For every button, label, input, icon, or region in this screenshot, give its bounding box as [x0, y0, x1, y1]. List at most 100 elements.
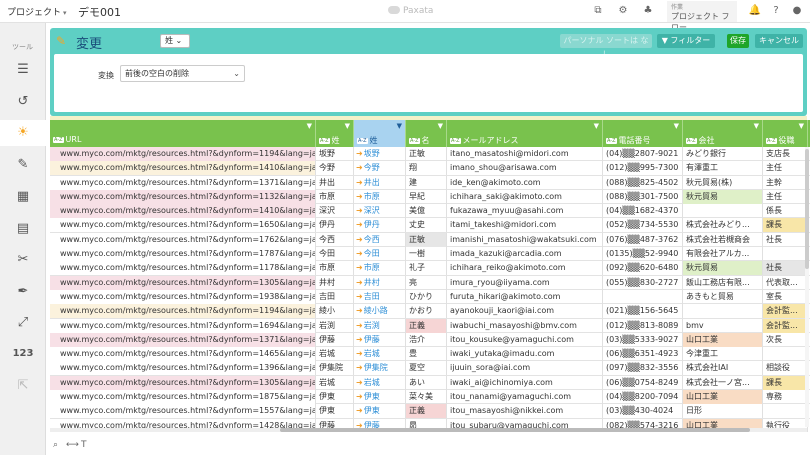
search-icon[interactable]: ⌕ — [53, 440, 59, 450]
first-name-cell[interactable]: 礼子 — [406, 261, 447, 276]
last-name-cell[interactable]: 伊藤 — [316, 418, 354, 432]
title-cell[interactable]: 課長 — [763, 375, 808, 390]
table-row[interactable]: www.myco.com/mktg/resources.html?&dynfor… — [50, 218, 810, 233]
email-cell[interactable]: ijuuin_sora@iai.com — [447, 361, 603, 376]
phone-cell[interactable]: (03)▒▒430-4024 — [603, 404, 683, 419]
company-cell[interactable]: 山口工業 — [683, 332, 763, 347]
title-cell[interactable] — [763, 404, 808, 419]
last-name-kana-cell[interactable]: ➜坂野 — [354, 147, 406, 161]
last-name-cell[interactable]: 岩城 — [316, 375, 354, 390]
title-cell[interactable]: 専務 — [763, 390, 808, 405]
phone-cell[interactable]: (088)▒▒825-4502 — [603, 175, 683, 190]
company-cell[interactable]: 有澤重工 — [683, 161, 763, 176]
first-name-cell[interactable]: 美億 — [406, 204, 447, 219]
url-cell[interactable]: www.myco.com/mktg/resources.html?&dynfor… — [50, 289, 316, 304]
url-cell[interactable]: www.myco.com/mktg/resources.html?&dynfor… — [50, 161, 316, 176]
last-name-kana-cell[interactable]: ➜伊集院 — [354, 361, 406, 376]
url-cell[interactable]: www.myco.com/mktg/resources.html?&dynfor… — [50, 390, 316, 405]
conversion-select[interactable]: 前後の空白の削除 ⌄ — [120, 65, 245, 82]
phone-cell[interactable]: (021)▒▒156-5645 — [603, 304, 683, 319]
phone-cell[interactable]: (012)▒▒813-8089 — [603, 318, 683, 333]
first-name-cell[interactable]: 夏空 — [406, 361, 447, 376]
table-row[interactable]: www.myco.com/mktg/resources.html?&dynfor… — [50, 275, 810, 290]
url-cell[interactable]: www.myco.com/mktg/resources.html?&dynfor… — [50, 404, 316, 419]
col-header-company[interactable]: ▼ A-Z 会社 — [683, 120, 763, 147]
col-header-url[interactable]: ▼ A-Z URL — [50, 120, 316, 147]
last-name-cell[interactable]: 伊集院 — [316, 361, 354, 376]
last-name-kana-cell[interactable]: ➜今野 — [354, 161, 406, 176]
text-icon[interactable]: T — [81, 440, 87, 450]
title-cell[interactable]: 主任 — [763, 189, 808, 204]
personal-sort-button[interactable]: パーソナル ソートは なし — [560, 34, 652, 59]
table-row[interactable]: www.myco.com/mktg/resources.html?&dynfor… — [50, 261, 810, 276]
table-row[interactable]: www.myco.com/mktg/resources.html?&dynfor… — [50, 232, 810, 248]
email-cell[interactable]: ichihara_reiko@akimoto.com — [447, 261, 603, 276]
last-name-kana-cell[interactable]: ➜伊藤 — [354, 332, 406, 347]
url-cell[interactable]: www.myco.com/mktg/resources.html?&dynfor… — [50, 261, 316, 276]
phone-cell[interactable]: (097)▒▒832-3556 — [603, 361, 683, 376]
phone-cell[interactable]: (04)▒▒2807-9021 — [603, 147, 683, 161]
first-name-cell[interactable]: 翔 — [406, 161, 447, 176]
history-icon[interactable]: ↺ — [17, 94, 29, 109]
last-name-kana-cell[interactable]: ➜岩城 — [354, 347, 406, 362]
list-icon[interactable]: ☰ — [17, 62, 29, 77]
url-cell[interactable]: www.myco.com/mktg/resources.html?&dynfor… — [50, 318, 316, 333]
first-name-cell[interactable]: 一樹 — [406, 247, 447, 262]
last-name-kana-cell[interactable]: ➜市原 — [354, 261, 406, 276]
first-name-cell[interactable]: 早紀 — [406, 189, 447, 204]
phone-cell[interactable]: (088)▒▒301-7500 — [603, 189, 683, 204]
email-cell[interactable]: itano_masatoshi@midori.com — [447, 147, 603, 161]
first-name-cell[interactable]: 亮 — [406, 275, 447, 290]
company-cell[interactable]: 株式会社若槻商会 — [683, 232, 763, 247]
first-name-cell[interactable]: 正義 — [406, 404, 447, 419]
calculator-icon[interactable]: ▤ — [16, 221, 30, 236]
first-name-cell[interactable]: ひかり — [406, 289, 447, 304]
help-icon[interactable]: ? — [773, 5, 779, 16]
export-icon[interactable]: ⇱ — [17, 378, 29, 393]
phone-cell[interactable]: (052)▒▒734-5530 — [603, 218, 683, 233]
last-name-kana-cell[interactable]: ➜市原 — [354, 189, 406, 204]
last-name-kana-cell[interactable]: ➜伊丹 — [354, 218, 406, 233]
title-cell[interactable]: 主任 — [763, 161, 808, 176]
last-name-cell[interactable]: 伊藤 — [316, 332, 354, 347]
table-row[interactable]: www.myco.com/mktg/resources.html?&dynfor… — [50, 189, 810, 205]
expand-icon[interactable]: ⤢ — [17, 315, 29, 330]
url-cell[interactable]: www.myco.com/mktg/resources.html?&dynfor… — [50, 375, 316, 390]
col-header-last[interactable]: ▼ A-Z 姓 — [316, 120, 354, 147]
sun-icon[interactable]: ☀ — [0, 120, 46, 146]
first-name-cell[interactable]: あい — [406, 375, 447, 390]
last-name-cell[interactable]: 伊丹 — [316, 218, 354, 233]
resize-icon[interactable]: ⟷ — [66, 440, 79, 450]
last-name-cell[interactable]: 井村 — [316, 275, 354, 290]
url-cell[interactable]: www.myco.com/mktg/resources.html?&dynfor… — [50, 347, 316, 362]
copy-icon[interactable]: ⧉ — [594, 5, 602, 16]
last-name-kana-cell[interactable]: ➜吉田 — [354, 289, 406, 304]
email-cell[interactable]: itou_kousuke@yamaguchi.com — [447, 332, 603, 347]
phone-cell[interactable]: (04)▒▒1682-4370 — [603, 204, 683, 219]
last-name-cell[interactable]: 伊東 — [316, 404, 354, 419]
last-name-cell[interactable]: 坂野 — [316, 147, 354, 161]
company-cell[interactable]: 株式会社みどり... — [683, 218, 763, 233]
url-cell[interactable]: www.myco.com/mktg/resources.html?&dynfor… — [50, 147, 316, 161]
url-cell[interactable]: www.myco.com/mktg/resources.html?&dynfor… — [50, 175, 316, 190]
title-cell[interactable]: 社長 — [763, 261, 808, 276]
last-name-cell[interactable]: 岩渕 — [316, 318, 354, 333]
company-cell[interactable]: 秋元貿易 — [683, 189, 763, 204]
email-cell[interactable]: fukazawa_myuu@asahi.com — [447, 204, 603, 219]
table-row[interactable]: www.myco.com/mktg/resources.html?&dynfor… — [50, 304, 810, 319]
table-row[interactable]: www.myco.com/mktg/resources.html?&dynfor… — [50, 390, 810, 405]
title-cell[interactable]: 会計監... — [763, 318, 808, 333]
email-cell[interactable]: imanishi_masatoshi@wakatsuki.com — [447, 232, 603, 247]
title-cell[interactable]: 会計監... — [763, 304, 808, 319]
last-name-kana-cell[interactable]: ➜伊東 — [354, 404, 406, 419]
email-cell[interactable]: itami_takeshi@midori.com — [447, 218, 603, 233]
table-row[interactable]: www.myco.com/mktg/resources.html?&dynfor… — [50, 289, 810, 305]
last-name-cell[interactable]: 岩城 — [316, 347, 354, 362]
company-cell[interactable]: 山口工業 — [683, 390, 763, 405]
company-cell[interactable]: 秋元貿易 — [683, 261, 763, 276]
first-name-cell[interactable]: かおり — [406, 304, 447, 319]
last-name-kana-cell[interactable]: ➜深沢 — [354, 204, 406, 219]
col-header-first[interactable]: ▼ A-Z 名 — [406, 120, 447, 147]
vertical-scroll-thumb[interactable] — [805, 149, 809, 269]
hierarchy-icon[interactable]: ♣ — [643, 5, 653, 16]
